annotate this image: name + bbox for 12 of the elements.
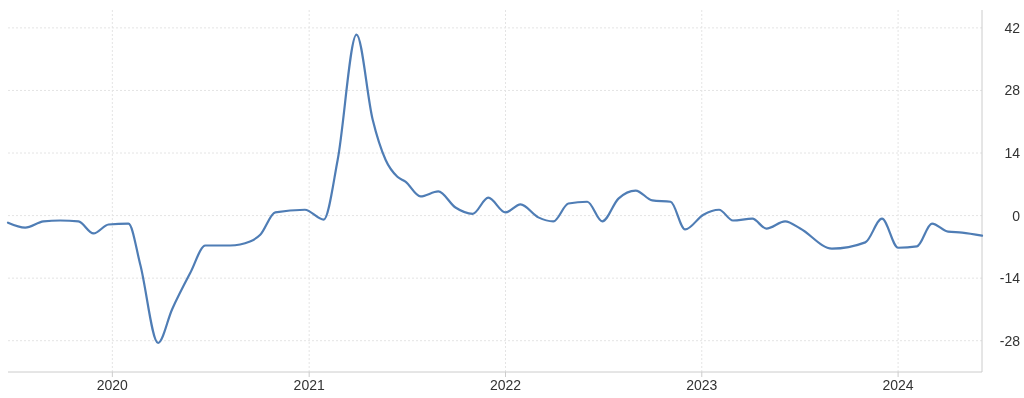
x-tick-label: 2024: [882, 377, 914, 393]
x-tick-label: 2021: [293, 377, 325, 393]
y-tick-label: -14: [999, 270, 1021, 287]
y-tick-label: 0: [1012, 207, 1021, 224]
y-tick-label: -28: [999, 332, 1021, 349]
y-tick-label: 14: [1004, 145, 1021, 162]
y-tick-label: 28: [1004, 82, 1021, 99]
x-tick-label: 2023: [686, 377, 718, 393]
x-tick-label: 2020: [96, 377, 129, 393]
y-tick-label: 42: [1004, 19, 1021, 36]
x-tick-label: 2022: [489, 377, 522, 393]
line-series: [6, 33, 984, 345]
